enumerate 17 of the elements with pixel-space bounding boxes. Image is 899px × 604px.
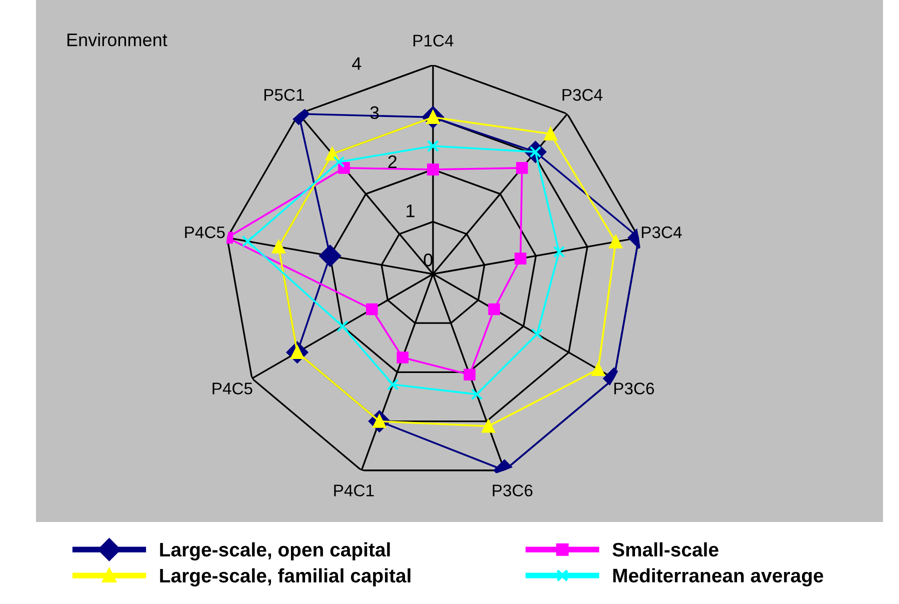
y-tick-label: 4 [352,57,362,70]
spoke-label: P5C1 [264,89,304,101]
legend-label: Mediterranean average [613,568,824,586]
spoke-label: P4C1 [334,484,374,496]
spoke-label: P4C5 [212,382,252,394]
legend-label: Small-scale [612,542,718,557]
spoke-label: P4C5 [185,226,225,238]
legend-label: Large-scale, familial capital [160,568,410,586]
spoke-label: P3C4 [642,226,682,238]
legend-label: Large-scale, open capital [160,542,390,561]
spoke-label: P3C6 [614,382,654,394]
y-tick-label: 1 [406,204,414,218]
spoke-label: P3C4 [562,89,602,101]
chart-title: Environment [67,33,168,46]
spoke-label: P1C4 [414,34,454,47]
y-tick-label: 2 [388,155,397,168]
spoke-label: P3C6 [492,484,532,496]
